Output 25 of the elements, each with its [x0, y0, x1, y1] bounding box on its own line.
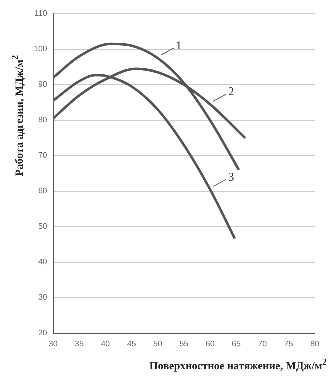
- x-tick-label: 70: [258, 339, 268, 348]
- legend-label: 2: [228, 84, 234, 99]
- x-tick-label: 30: [48, 339, 58, 348]
- x-tick-label: 65: [232, 339, 242, 348]
- y-tick-label: 20: [38, 328, 48, 338]
- x-tick-label: 40: [101, 339, 111, 348]
- x-tick-label: 50: [154, 339, 164, 348]
- y-tick-label: 90: [38, 80, 48, 90]
- y-tick-label: 80: [38, 116, 48, 125]
- x-tick-label: 35: [75, 339, 85, 348]
- y-tick-label: 110: [34, 9, 48, 18]
- legend-label: 3: [228, 170, 234, 184]
- legend-label: 1: [176, 38, 182, 53]
- y-tick-label: 30: [38, 293, 48, 302]
- x-tick-label: 75: [284, 339, 294, 348]
- y-tick-label: 50: [38, 222, 48, 232]
- x-axis-title: Поверхностное натяжение, МДж/м$^{2}$: [150, 357, 327, 373]
- x-tick-label: 60: [206, 339, 216, 348]
- y-tick-label: 60: [38, 186, 48, 196]
- x-tick-label: 80: [310, 339, 320, 348]
- y-tick-label: 70: [38, 151, 48, 160]
- y-tick-label: 100: [34, 44, 48, 54]
- y-tick-label: 40: [38, 258, 48, 267]
- x-tick-label: 45: [127, 339, 137, 348]
- x-tick-label: 55: [180, 339, 190, 348]
